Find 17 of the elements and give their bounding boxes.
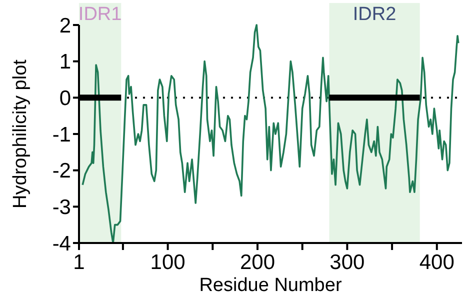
line-series	[82, 24, 460, 244]
y-axis-title: Hydrophilicity plot	[10, 58, 31, 208]
x-tick-label: 100	[150, 251, 186, 274]
y-tick-label: 1	[59, 50, 71, 74]
y-tick-label: -3	[52, 196, 71, 220]
x-tick-label: 200	[240, 251, 276, 274]
band-label: IDR1	[78, 4, 122, 25]
y-tick-label: -1	[52, 123, 71, 146]
y-tick-label: -4	[52, 232, 72, 256]
y-tick-label: 0	[59, 87, 71, 110]
band-label: IDR2	[352, 4, 396, 25]
y-tick-label: -2	[52, 160, 71, 183]
x-tick-label: 300	[330, 251, 365, 274]
x-tick-label: 1	[73, 251, 85, 274]
x-tick-label: 400	[419, 251, 454, 274]
x-axis-title: Residue Number	[199, 275, 342, 296]
y-tick-label: 2	[59, 14, 71, 38]
